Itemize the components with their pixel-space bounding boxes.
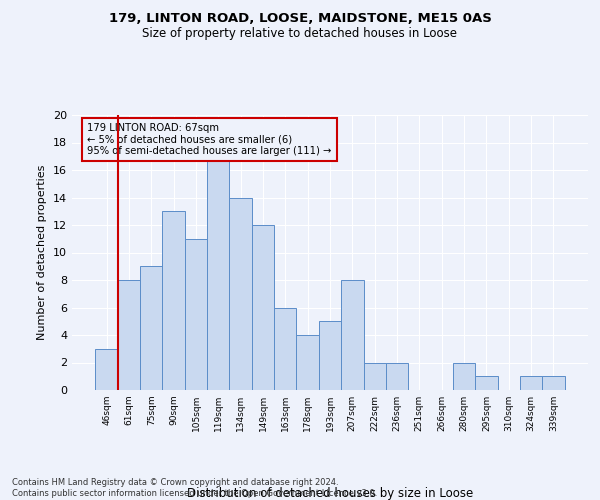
Bar bbox=[319, 322, 341, 390]
Bar bbox=[453, 362, 475, 390]
Bar bbox=[475, 376, 497, 390]
Bar bbox=[252, 225, 274, 390]
Bar bbox=[163, 211, 185, 390]
Text: 179 LINTON ROAD: 67sqm
← 5% of detached houses are smaller (6)
95% of semi-detac: 179 LINTON ROAD: 67sqm ← 5% of detached … bbox=[88, 123, 332, 156]
Bar bbox=[520, 376, 542, 390]
Bar bbox=[118, 280, 140, 390]
Bar bbox=[229, 198, 252, 390]
Text: Size of property relative to detached houses in Loose: Size of property relative to detached ho… bbox=[143, 28, 458, 40]
Y-axis label: Number of detached properties: Number of detached properties bbox=[37, 165, 47, 340]
Bar bbox=[542, 376, 565, 390]
Bar bbox=[341, 280, 364, 390]
Bar bbox=[185, 239, 207, 390]
Bar bbox=[386, 362, 408, 390]
Text: 179, LINTON ROAD, LOOSE, MAIDSTONE, ME15 0AS: 179, LINTON ROAD, LOOSE, MAIDSTONE, ME15… bbox=[109, 12, 491, 26]
Bar bbox=[274, 308, 296, 390]
Bar bbox=[296, 335, 319, 390]
X-axis label: Distribution of detached houses by size in Loose: Distribution of detached houses by size … bbox=[187, 487, 473, 500]
Text: Contains HM Land Registry data © Crown copyright and database right 2024.
Contai: Contains HM Land Registry data © Crown c… bbox=[12, 478, 377, 498]
Bar bbox=[95, 349, 118, 390]
Bar bbox=[207, 156, 229, 390]
Bar bbox=[140, 266, 163, 390]
Bar bbox=[364, 362, 386, 390]
